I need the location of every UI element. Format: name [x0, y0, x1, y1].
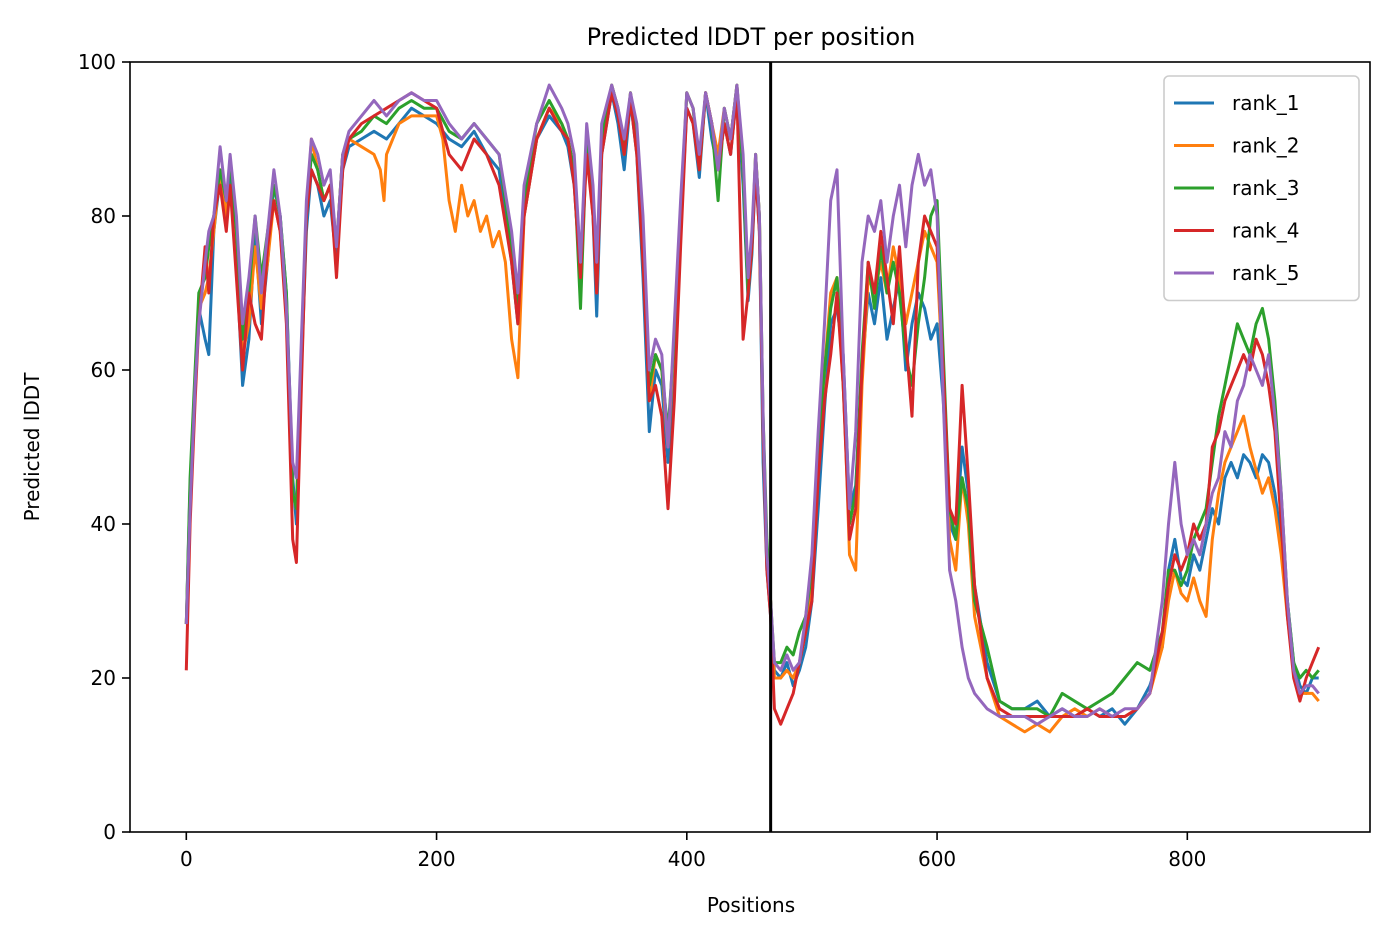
- y-tick-label: 0: [103, 820, 116, 844]
- y-tick-label: 20: [91, 666, 116, 690]
- y-tick-label: 40: [91, 512, 116, 536]
- legend: rank_1 rank_2 rank_3 rank_4 rank_5: [1163, 75, 1360, 302]
- series-line-rank_5: [184, 83, 1320, 726]
- x-tick-label: 200: [417, 847, 455, 871]
- x-tick-label: 800: [1168, 847, 1206, 871]
- x-tick-label: 400: [668, 847, 706, 871]
- chart-title: Predicted lDDT per position: [587, 23, 916, 51]
- series-layer: [184, 83, 1321, 734]
- legend-label-rank_2: rank_2: [1232, 134, 1299, 158]
- y-tick-label: 80: [91, 204, 116, 228]
- y-tick-label: 100: [78, 50, 116, 74]
- legend-label-rank_4: rank_4: [1232, 219, 1299, 243]
- y-axis: 0 20 40 60 80 100: [78, 50, 130, 844]
- x-axis: 0 200 400 600 800: [180, 832, 1206, 871]
- x-axis-label: Positions: [707, 893, 795, 917]
- x-tick-label: 0: [180, 847, 193, 871]
- y-axis-label: Predicted lDDT: [20, 372, 44, 522]
- y-tick-label: 60: [91, 358, 116, 382]
- legend-label-rank_3: rank_3: [1232, 176, 1299, 200]
- legend-label-rank_1: rank_1: [1232, 91, 1299, 115]
- legend-label-rank_5: rank_5: [1232, 261, 1299, 285]
- legend-box: [1163, 75, 1360, 302]
- plot-area-frame: [129, 61, 1371, 833]
- x-tick-label: 600: [918, 847, 956, 871]
